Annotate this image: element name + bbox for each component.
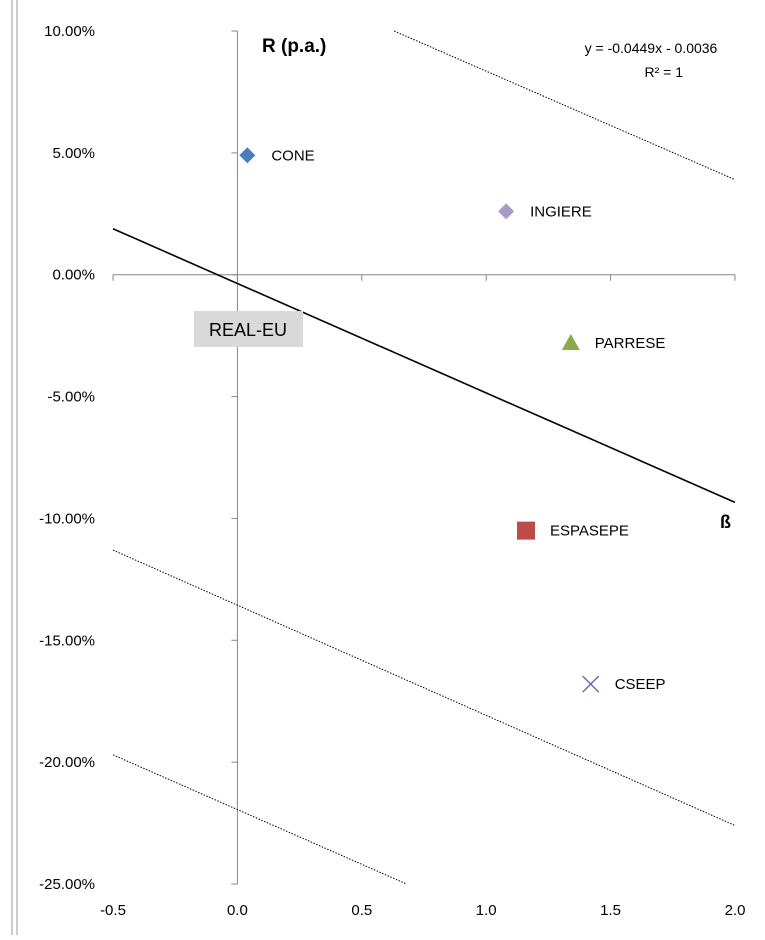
x-tick-label: 0.0 (227, 902, 248, 919)
y-tick-label: 10.00% (44, 23, 95, 40)
annotation-label: REAL-EU (209, 320, 287, 340)
annotation-box (194, 311, 303, 347)
y-axis-label: R (p.a.) (262, 36, 326, 57)
x-tick-label: 1.5 (600, 902, 621, 919)
trendline-equation: y = -0.0449x - 0.0036 (585, 40, 718, 56)
ingiere-marker (498, 203, 515, 220)
x-axis-label: ß (720, 512, 731, 532)
axes-group: 10.00% 5.00% 0.00% -5.00% -10.00% -15.00% -20.… (39, 23, 745, 919)
cone-marker (239, 147, 256, 164)
y-tick-label: -5.00% (47, 389, 95, 406)
x-tick-label: 1.0 (476, 902, 497, 919)
parrese-label: PARRESE (595, 335, 666, 352)
cseep-label: CSEEP (615, 676, 666, 693)
y-tick-label: 5.00% (52, 145, 95, 162)
trendline-r-squared: R² = 1 (644, 64, 683, 80)
x-tick-label: 0.5 (351, 902, 372, 919)
x-tick-label: 2.0 (725, 902, 746, 919)
dotted-line (112, 549, 736, 826)
trendline-group (112, 228, 736, 504)
cone-label: CONE (271, 147, 314, 164)
dotted-line (393, 30, 736, 181)
trendline (112, 228, 736, 504)
dotted-line (112, 754, 407, 885)
cseep-marker (582, 675, 600, 693)
espasepe-label: ESPASEPE (550, 523, 629, 540)
y-tick-label: -20.00% (39, 754, 95, 771)
y-tick-label: -10.00% (39, 510, 95, 527)
y-tick-label: -25.00% (39, 876, 95, 893)
dotted-lines-group (112, 30, 736, 885)
y-tick-label: 0.00% (52, 267, 95, 284)
ingiere-label: INGIERE (530, 203, 592, 220)
y-tick-label: -15.00% (39, 632, 95, 649)
espasepe-marker (517, 521, 536, 540)
labels-group: R (p.a.) ß y = -0.0449x - 0.0036 R² = 1 … (194, 36, 731, 532)
parrese-marker (561, 333, 580, 350)
cropped-adjacent-chart (11, 0, 18, 935)
x-tick-label: -0.5 (100, 902, 126, 919)
points-group: CONE INGIERE PARRESE ESPASEPE CSEEP (239, 147, 666, 693)
